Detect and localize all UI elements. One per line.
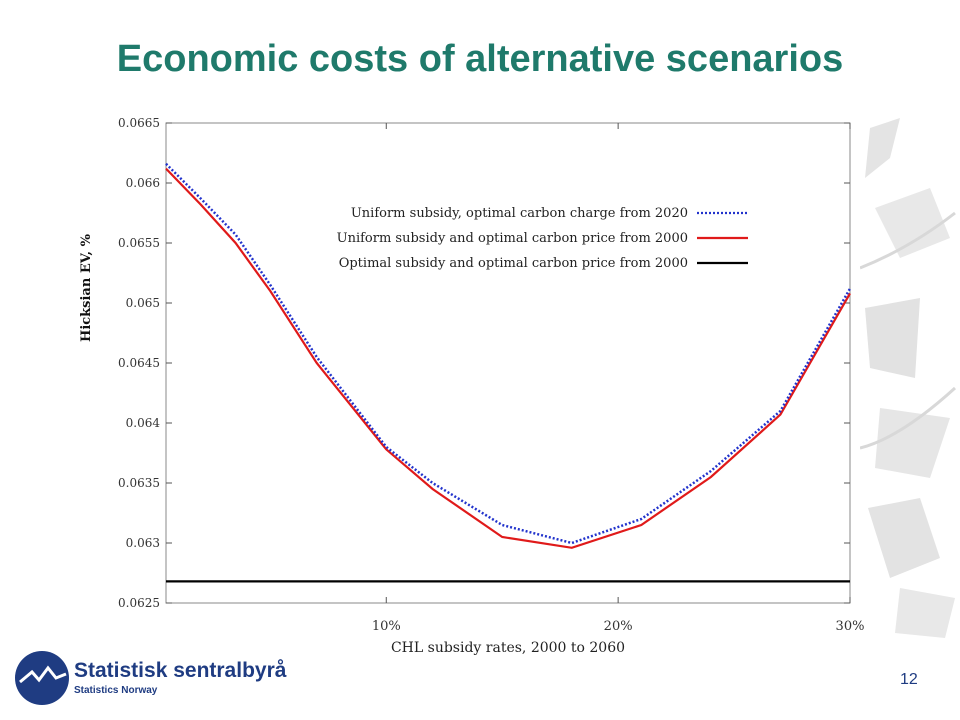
y-tick-label: 0.0655 bbox=[118, 236, 160, 250]
y-axis-label: Hicksian EV, % bbox=[79, 233, 94, 342]
y-tick-label: 0.063 bbox=[126, 536, 160, 550]
y-tick-label: 0.065 bbox=[126, 296, 160, 310]
x-tick-label: 20% bbox=[604, 619, 633, 634]
plot-frame bbox=[165, 122, 851, 604]
y-tick-label: 0.0625 bbox=[118, 596, 160, 610]
y-tick-label: 0.064 bbox=[126, 416, 161, 430]
y-tick-label: 0.0665 bbox=[118, 116, 160, 130]
x-tick-label: 10% bbox=[372, 619, 401, 634]
logo-name: Statistisk sentralbyrå bbox=[74, 659, 287, 682]
legend-label-1: Uniform subsidy and optimal carbon price… bbox=[337, 231, 688, 246]
logo-subtitle: Statistics Norway bbox=[74, 685, 158, 696]
x-tick-label: 30% bbox=[836, 619, 865, 634]
chart-legend: Uniform subsidy, optimal carbon charge f… bbox=[337, 206, 748, 271]
legend-label-0: Uniform subsidy, optimal carbon charge f… bbox=[351, 206, 688, 221]
decorative-graphic bbox=[860, 118, 957, 638]
series-line-0 bbox=[165, 162, 852, 545]
y-tick-label: 0.066 bbox=[126, 176, 160, 190]
logo-emblem bbox=[15, 651, 69, 705]
page-number: 12 bbox=[900, 671, 918, 688]
series-line-1 bbox=[165, 167, 851, 549]
slide-title: Economic costs of alternative scenarios bbox=[116, 38, 844, 80]
y-tick-label: 0.0645 bbox=[118, 356, 160, 370]
y-tick-label: 0.0635 bbox=[118, 476, 160, 490]
legend-label-2: Optimal subsidy and optimal carbon price… bbox=[339, 256, 688, 271]
x-axis-label: CHL subsidy rates, 2000 to 2060 bbox=[391, 640, 625, 656]
